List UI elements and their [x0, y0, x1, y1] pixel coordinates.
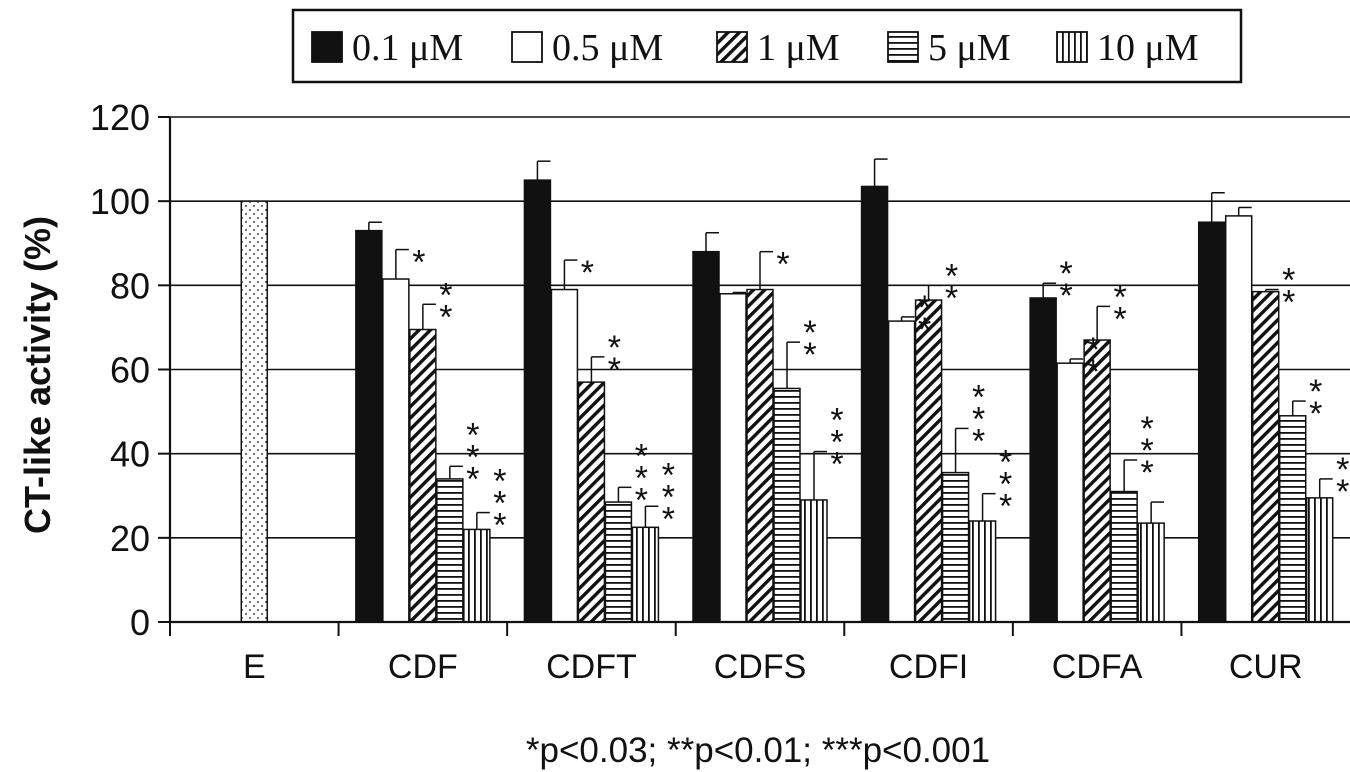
legend-label-4: 10 μM — [1097, 27, 1199, 69]
bar-cdfs-1 — [719, 293, 747, 623]
significance-mark: * — [776, 246, 789, 284]
significance-mark: * * * — [830, 402, 843, 484]
legend-label-1: 0.5 μM — [552, 27, 663, 69]
legend-swatch-4 — [1056, 31, 1088, 63]
bar-cdfi-3 — [941, 471, 970, 623]
bar-cdft-1 — [550, 288, 579, 623]
bar-cdfs-0 — [692, 250, 720, 623]
bar-cdft-0 — [523, 179, 552, 623]
bar-cdfa-4 — [1137, 522, 1165, 623]
significance-mark: * * — [1060, 255, 1073, 315]
legend-swatch-1 — [511, 31, 543, 63]
y-tick-label: 60 — [110, 350, 150, 391]
x-tick-label: CDFA — [1052, 648, 1143, 686]
x-tick-label: CUR — [1229, 648, 1303, 686]
x-tick-label: CDFS — [714, 648, 807, 686]
bar-cur-1 — [1224, 215, 1253, 623]
bar-cdfa-0 — [1029, 297, 1057, 623]
legend-swatch-0 — [311, 31, 343, 63]
y-tick-label: 40 — [110, 434, 150, 475]
significance-mark: * * — [1309, 373, 1322, 433]
bar-cdfs-2 — [746, 288, 774, 623]
significance-footnote: *p<0.03; **p<0.01; ***p<0.001 — [526, 731, 990, 770]
bar-cdfa-3 — [1110, 490, 1138, 623]
y-tick-label: 100 — [90, 181, 150, 222]
bar-cdft-4 — [631, 526, 660, 623]
legend-label-2: 1 μM — [757, 27, 840, 69]
legend-swatch-2 — [716, 31, 748, 63]
legend-label-0: 0.1 μM — [352, 27, 463, 69]
bar-cdfi-0 — [860, 185, 889, 623]
bar-cdfi-1 — [887, 320, 916, 623]
significance-mark: * * — [1114, 278, 1127, 338]
significance-mark: * * * — [635, 437, 648, 519]
significance-mark: * * — [608, 329, 621, 389]
bar-cdf-4 — [463, 528, 491, 623]
significance-mark: * * — [1087, 331, 1100, 391]
significance-marks: * ** ** ** ** ** ** * * * ** ** * ** * ** ** * * * * ** ** * ** *… — [412, 244, 1349, 545]
legend-label-3: 5 μM — [928, 27, 1011, 69]
significance-mark: * * * — [662, 456, 675, 538]
significance-mark: * — [412, 244, 425, 282]
significance-mark: * * * — [466, 416, 479, 498]
axes — [158, 116, 1350, 636]
y-tick-label: 0 — [130, 602, 150, 643]
legend: 0.1 μM 0.5 μM 1 μM 5 μM 10 μM — [291, 8, 1243, 84]
y-tick-label: 120 — [90, 97, 150, 138]
significance-mark: * * * — [1141, 410, 1154, 492]
y-tick-label: 20 — [110, 518, 150, 559]
bar-cdft-3 — [604, 501, 633, 623]
legend-swatch-3 — [887, 31, 919, 63]
error-bars — [368, 158, 1333, 530]
significance-mark: * * * — [972, 378, 985, 460]
bar-cur-4 — [1305, 497, 1334, 623]
significance-mark: * * * — [493, 463, 506, 545]
significance-mark: * * — [803, 314, 816, 374]
significance-mark: * — [581, 254, 594, 292]
bar-cur-3 — [1278, 415, 1307, 623]
bar-cdf-3 — [436, 478, 464, 623]
significance-mark: * * — [945, 257, 958, 317]
legend-box — [291, 8, 1243, 84]
x-tick-label: CDFI — [889, 648, 968, 686]
y-axis-label: CT-like activity (%) — [17, 216, 58, 534]
bar-cdf-2 — [409, 328, 437, 623]
x-tick-label: CDF — [388, 648, 458, 686]
bar-cdf-0 — [355, 229, 383, 623]
y-tick-label: 80 — [110, 265, 150, 306]
bar-cdfs-4 — [800, 499, 828, 623]
bar-cdf-1 — [382, 278, 410, 623]
significance-mark: * * — [439, 276, 452, 336]
x-tick-labels: E CDF CDFT CDFS CDFI CDFA CUR — [243, 648, 1303, 686]
significance-mark: * * * — [999, 444, 1012, 526]
x-tick-label: E — [243, 648, 266, 686]
significance-mark: * * — [1336, 451, 1349, 511]
bar-cdfs-3 — [773, 387, 801, 623]
bar-cur-0 — [1197, 221, 1226, 623]
bar-control-E — [240, 200, 269, 623]
bar-cdfi-4 — [968, 520, 997, 623]
x-tick-label: CDFT — [546, 648, 637, 686]
bar-cdft-2 — [577, 381, 606, 623]
y-tick-labels: 0 20 40 60 80 100 120 — [90, 97, 150, 643]
significance-mark: * * — [918, 289, 931, 349]
bar-cur-2 — [1251, 290, 1280, 623]
bar-cdfa-1 — [1056, 362, 1084, 623]
significance-mark: * * — [1282, 262, 1295, 322]
